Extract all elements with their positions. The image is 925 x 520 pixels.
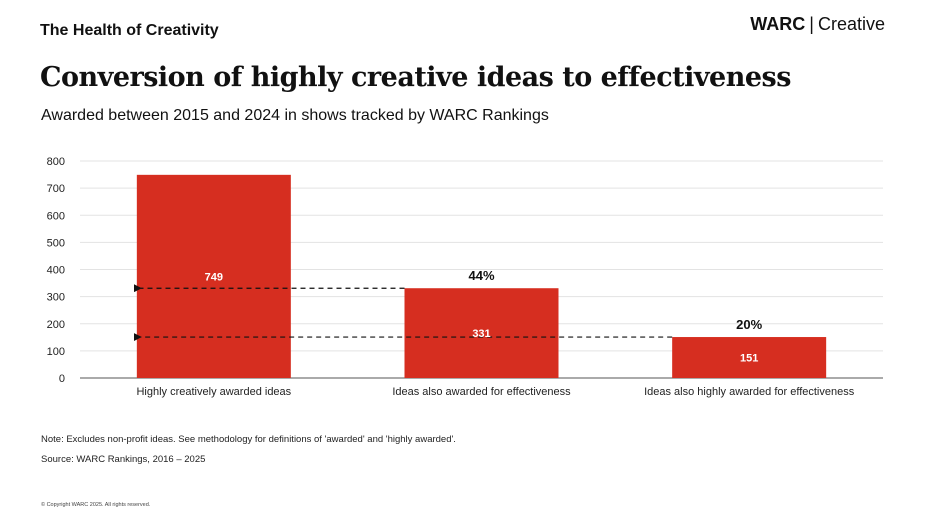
x-tick-label: Ideas also highly awarded for effectiven… (644, 386, 855, 398)
bar (404, 288, 559, 378)
brand-primary: WARC (750, 14, 806, 34)
chart-subtitle: Awarded between 2015 and 2024 in shows t… (41, 107, 549, 124)
y-tick-label: 200 (47, 319, 65, 331)
chart-note: Note: Excludes non-profit ideas. See met… (41, 434, 456, 445)
chart-source: Source: WARC Rankings, 2016 – 2025 (41, 454, 206, 465)
bar-chart: 0 100 200 300 400 500 600 700 800 749 Highly creat… (47, 156, 883, 398)
y-tick-label: 500 (47, 237, 65, 249)
bar-value-label: 749 (205, 271, 223, 283)
y-tick-label: 700 (47, 183, 65, 195)
y-tick-label: 0 (59, 373, 65, 385)
y-tick-label: 800 (47, 156, 65, 168)
x-tick-label: Ideas also awarded for effectiveness (392, 386, 571, 398)
brand-separator: | (809, 14, 814, 34)
conversion-label: 44% (468, 268, 494, 283)
brand-secondary: Creative (817, 14, 885, 34)
chart-title: Conversion of highly creative ideas to e… (40, 62, 791, 93)
y-tick-label: 300 (47, 292, 65, 304)
bar-value-label: 151 (740, 353, 758, 365)
bar (672, 337, 827, 378)
series-title: The Health of Creativity (40, 22, 219, 39)
conversion-label: 20% (736, 317, 762, 332)
brand-logo: WARC | Creative (750, 14, 885, 35)
x-tick-label: Highly creatively awarded ideas (136, 386, 291, 398)
y-tick-label: 400 (47, 265, 65, 277)
bar-value-label: 331 (472, 328, 490, 340)
bar (136, 174, 291, 378)
copyright: © Copyright WARC 2025. All rights reserv… (41, 502, 151, 508)
y-tick-label: 100 (47, 346, 65, 358)
y-tick-label: 600 (47, 210, 65, 222)
